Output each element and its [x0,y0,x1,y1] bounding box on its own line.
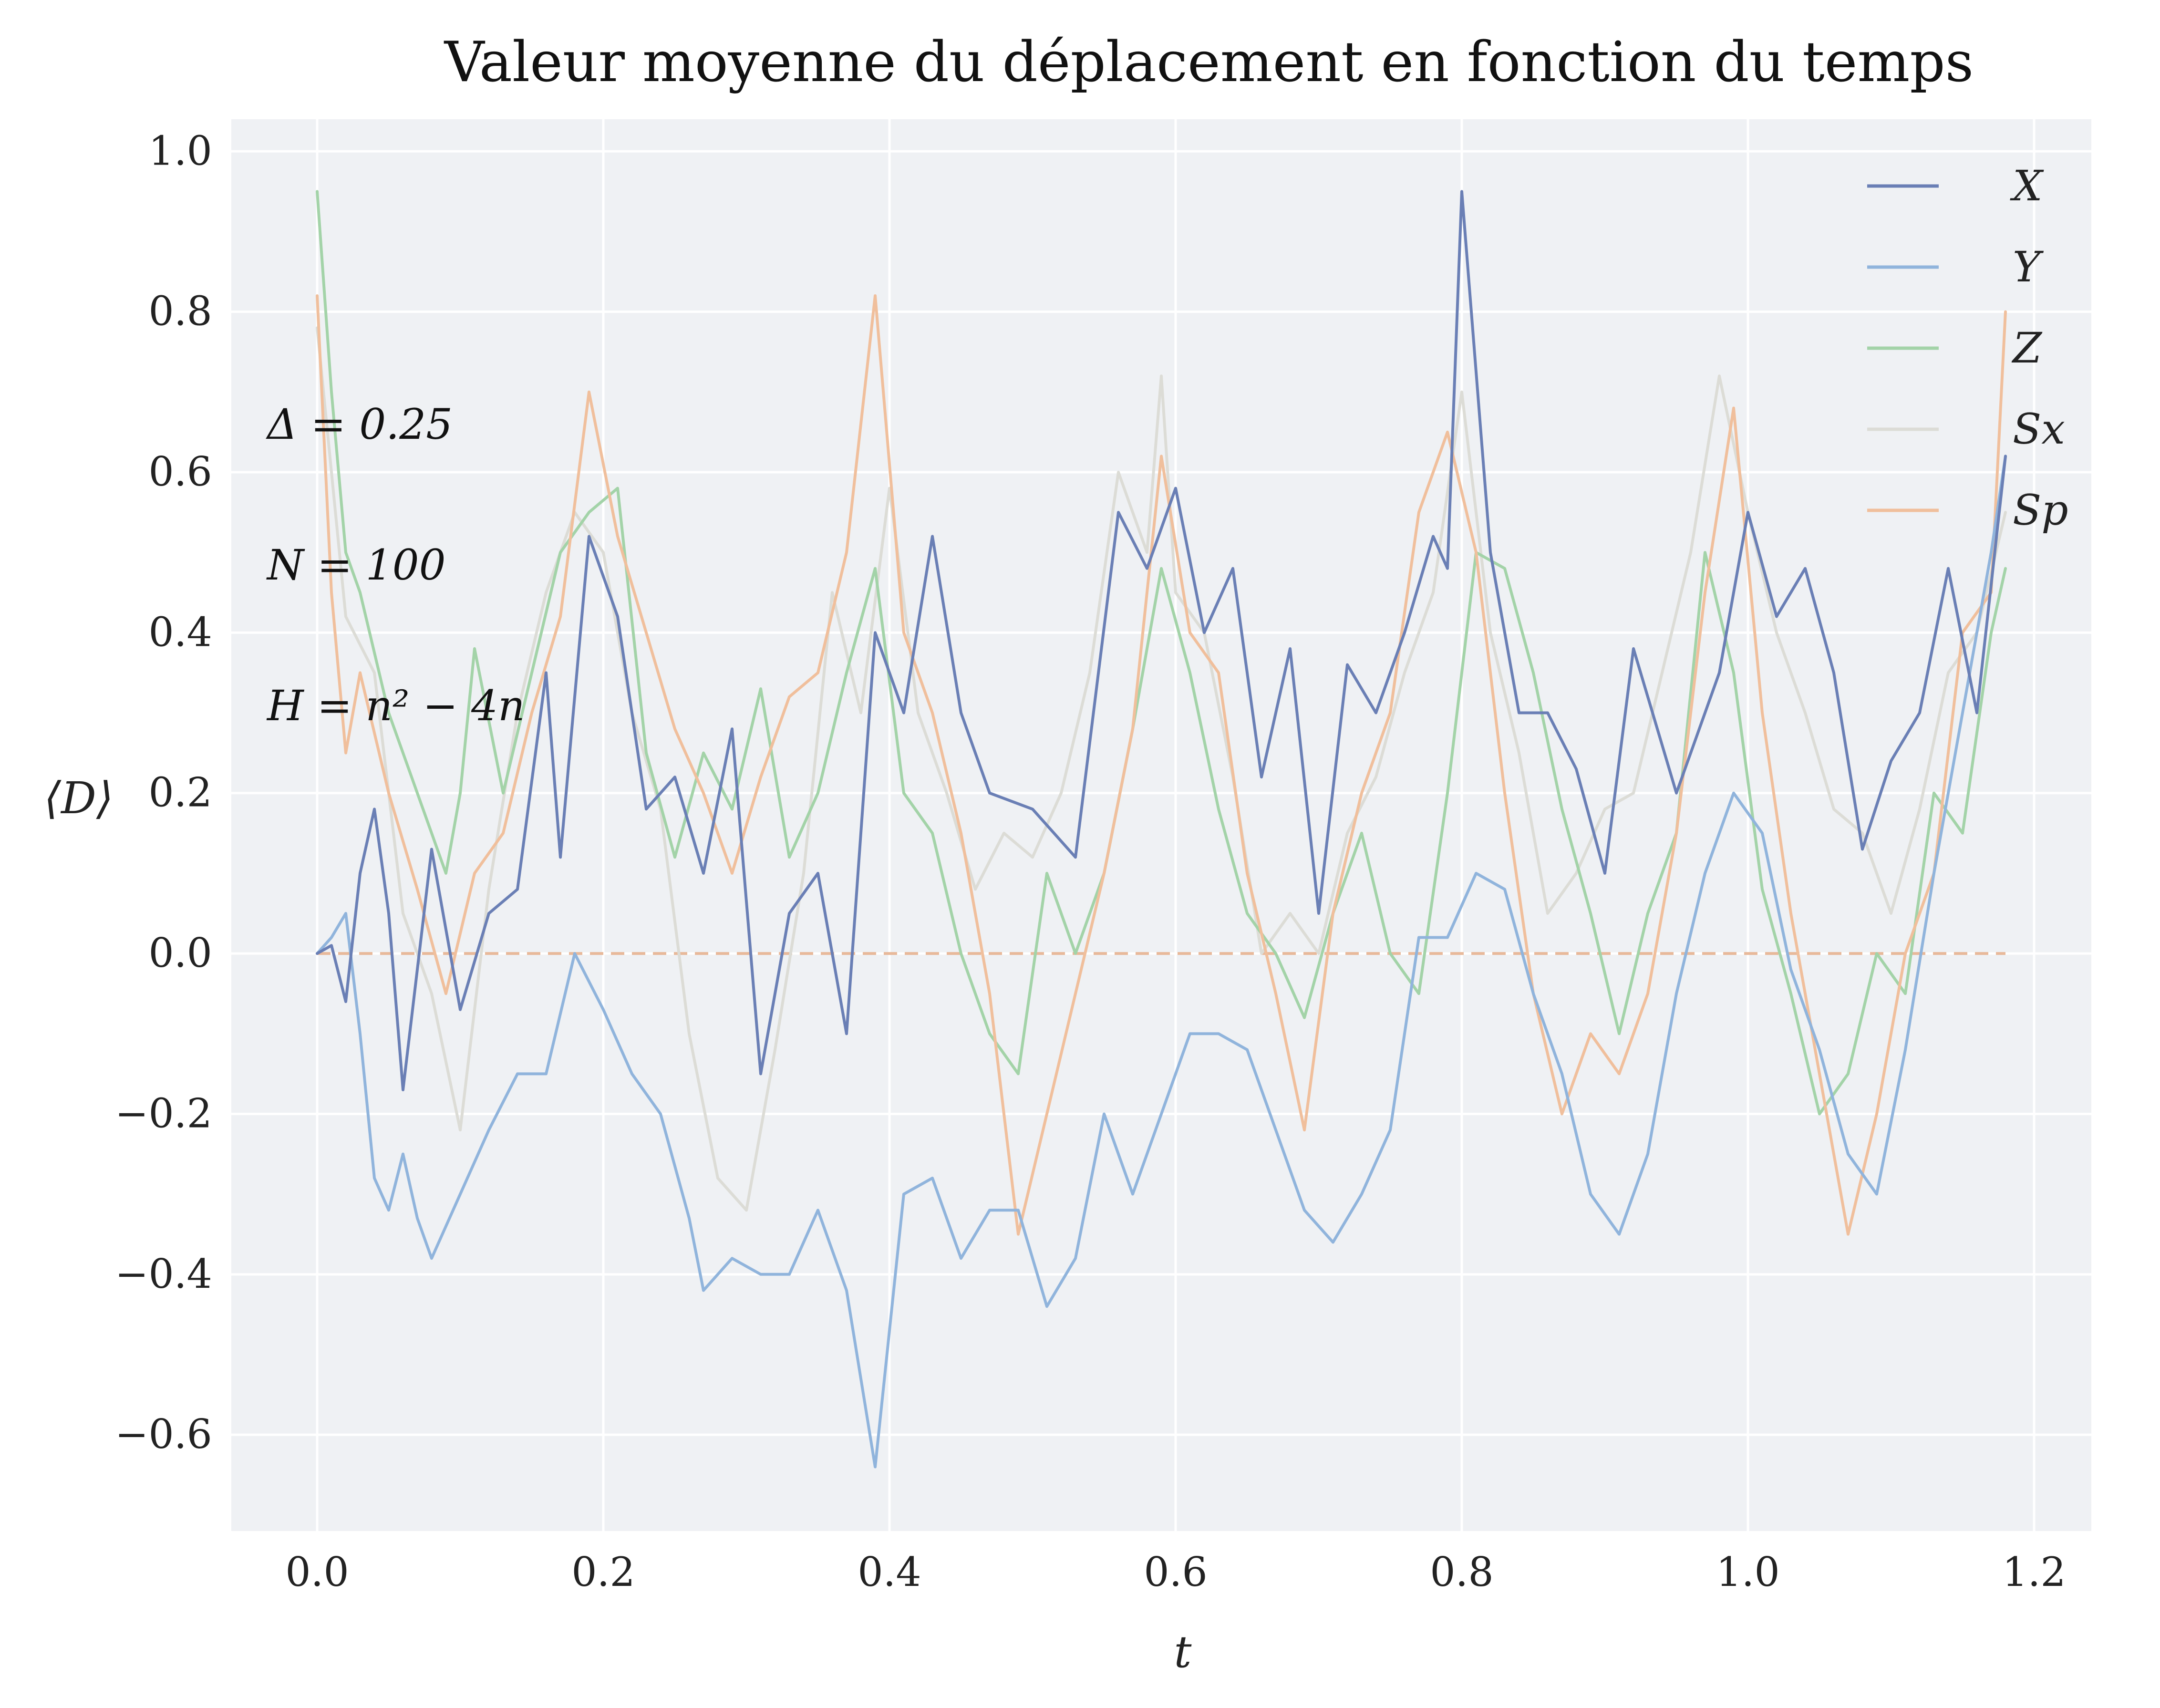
x-tick-label: 0.4 [858,1549,921,1595]
y-tick-label: 0.4 [148,609,212,655]
y-tick-label: 0.0 [148,930,212,976]
chart-title: Valeur moyenne du déplacement en fonctio… [444,30,1974,94]
x-tick-label: 1.0 [1716,1549,1780,1595]
x-tick-labels: 0.0 0.2 0.4 0.6 0.8 1.0 1.2 [285,1549,2066,1595]
annotation-delta: Δ = 0.25 [266,400,453,449]
annotations: Δ = 0.25 N = 100 H = n² − 4n [266,400,525,730]
annotation-n: N = 100 [266,540,446,590]
x-tick-label: 0.6 [1144,1549,1208,1595]
series-line-x [316,190,2007,1091]
y-tick-label: 1.0 [148,127,212,174]
series-group [316,190,2007,1469]
legend-label-x: X [2010,161,2044,210]
legend-label-sx: Sx [2013,404,2065,454]
annotation-h: H = n² − 4n [266,681,525,730]
x-tick-label: 0.8 [1430,1549,1494,1595]
y-tick-label: −0.4 [115,1251,212,1297]
y-axis-label: ⟨D⟩ [44,773,114,824]
plot-area [231,119,2091,1531]
legend: XYZ Sx Sp [1867,161,2068,535]
y-tick-label: 0.8 [148,288,212,335]
x-axis-label: t [1174,1626,1192,1677]
series-line-y [316,455,2007,1469]
legend-label-z: Z [2011,323,2043,373]
y-tick-label: −0.2 [115,1090,212,1137]
legend-label-y: Y [2013,242,2044,291]
legend-label-sp: Sp [2013,486,2068,535]
series-line-sp [316,294,2007,1236]
series-line-sx [316,326,2007,1212]
y-tick-label: −0.6 [115,1411,212,1458]
x-tick-label: 0.2 [571,1549,635,1595]
y-tick-label: 0.2 [148,769,212,816]
y-tick-labels: 1.0 0.8 0.6 0.4 0.2 0.0 −0.2 −0.4 −0.6 [115,127,212,1458]
x-tick-label: 1.2 [2002,1549,2066,1595]
y-tick-label: 0.6 [148,448,212,495]
x-tick-label: 0.0 [285,1549,349,1595]
